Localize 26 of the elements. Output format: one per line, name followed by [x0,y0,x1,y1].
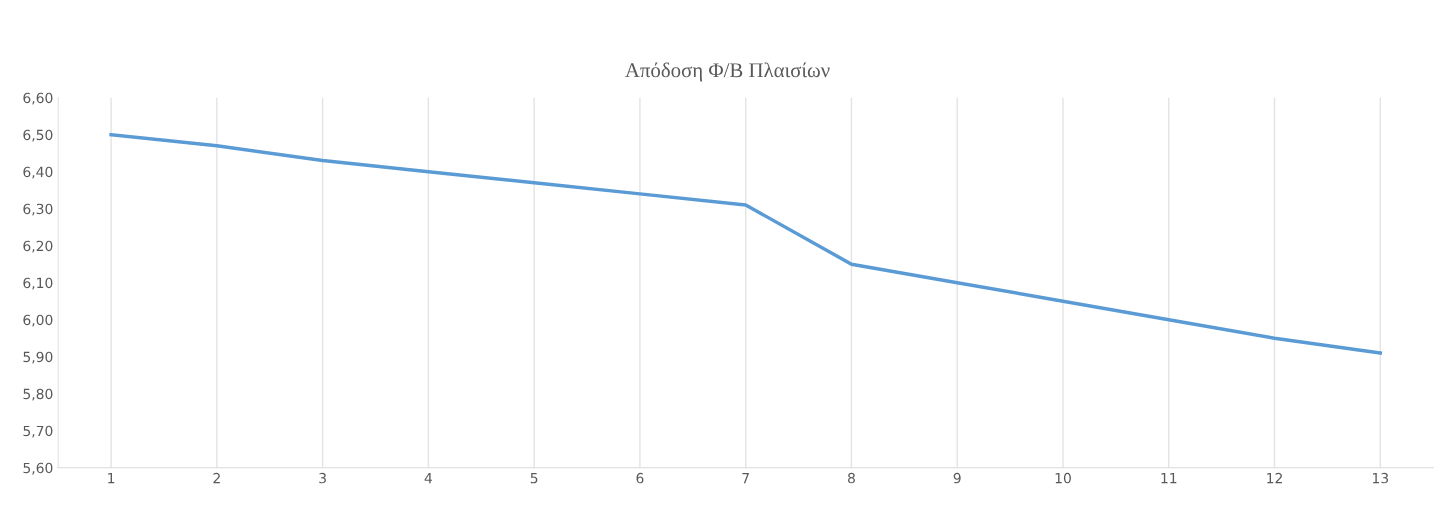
y-tick-label: 6,60 [23,92,53,105]
x-tick-label: 7 [742,473,749,484]
y-tick-label: 6,00 [23,314,53,327]
x-tick-label: 11 [1161,473,1177,484]
x-tick-label: 2 [213,472,220,484]
x-tick-label: 3 [319,472,326,484]
y-tick-label: 6,10 [23,277,53,290]
y-tick-label: 5,70 [23,425,53,438]
line-series [109,132,1383,355]
x-tick-label: 13 [1372,472,1389,484]
x-tick-label: 5 [530,473,538,484]
x-tick-label: 10 [1055,472,1071,484]
y-tick-label: 6,50 [23,129,53,142]
chart-title: Απόδοση Φ/Β Πλαισίων [625,62,830,82]
y-tick-label: 5,80 [23,388,53,401]
y-tick-label: 6,20 [23,240,53,253]
y-tick-label: 6,40 [23,166,53,179]
y-tick-label: 5,90 [23,351,53,364]
x-tick-label: 4 [424,473,433,484]
x-tick-label: 8 [847,472,855,484]
x-tick-label: 6 [636,472,644,484]
x-tick-label: 1 [108,473,115,484]
x-tick-label: 9 [953,472,961,484]
y-tick-label: 6,30 [23,203,53,216]
y-tick-label: 5,60 [23,462,53,475]
x-tick-label: 12 [1267,472,1282,484]
